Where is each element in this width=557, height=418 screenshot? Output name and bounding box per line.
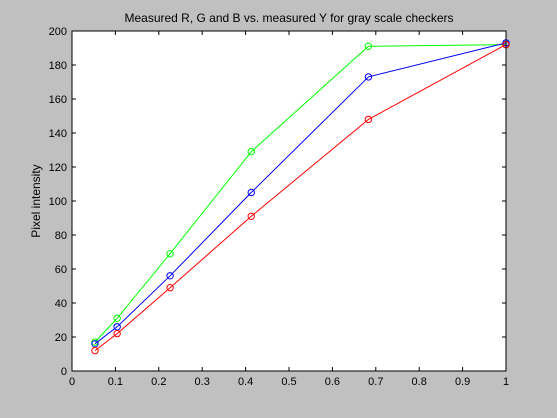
y-axis-label: Pixel intensity (29, 164, 43, 237)
plot-area (72, 31, 506, 371)
series-line (94, 44, 507, 351)
x-tick-label: 0.2 (151, 376, 166, 388)
y-tick-label: 20 (55, 332, 67, 344)
data-point (247, 188, 255, 197)
y-tick-label: 200 (49, 26, 67, 38)
x-tick-label: 0.1 (108, 376, 123, 388)
series-0 (91, 40, 510, 346)
data-point (113, 314, 121, 322)
data-point (113, 329, 121, 338)
y-tick-label: 60 (55, 264, 67, 276)
series-line (94, 42, 507, 345)
x-tick-label: 0.5 (281, 376, 296, 388)
x-tick-label: 0.3 (195, 376, 210, 388)
y-tick-label: 0 (61, 366, 67, 378)
x-tick-label: 0.4 (238, 376, 253, 388)
data-point (166, 284, 174, 292)
y-tick-label: 80 (55, 230, 67, 242)
data-point (91, 346, 99, 355)
data-point (364, 115, 373, 124)
x-tick-label: 0.7 (368, 376, 383, 388)
y-tick-label: 40 (55, 298, 67, 310)
x-tick-label: 0.9 (455, 376, 470, 388)
chart-title: Measured R, G and B vs. measured Y for g… (124, 11, 453, 25)
data-point (166, 250, 174, 258)
data-point (364, 73, 373, 81)
data-point (247, 212, 255, 221)
data-point (166, 272, 174, 280)
y-tick-label: 100 (49, 196, 67, 208)
y-tick-label: 120 (49, 162, 67, 174)
x-tick-label: 0.6 (325, 376, 340, 388)
y-tick-label: 160 (49, 94, 67, 106)
tick-layer: 0 0.1 0.2 0.3 0.4 0.5 0.6 0.7 0.8 0.9 1 0 20 40 60 80 10… (49, 26, 509, 388)
series-line (94, 44, 507, 343)
y-tick-label: 140 (49, 128, 67, 140)
data-point (247, 148, 255, 156)
x-tick-label: 0.8 (412, 376, 427, 388)
x-tick-label: 1 (503, 376, 509, 388)
x-tick-label: 0 (69, 376, 75, 388)
y-tick-label: 180 (49, 60, 67, 72)
data-point (364, 42, 373, 50)
plot-frame (71, 30, 507, 372)
